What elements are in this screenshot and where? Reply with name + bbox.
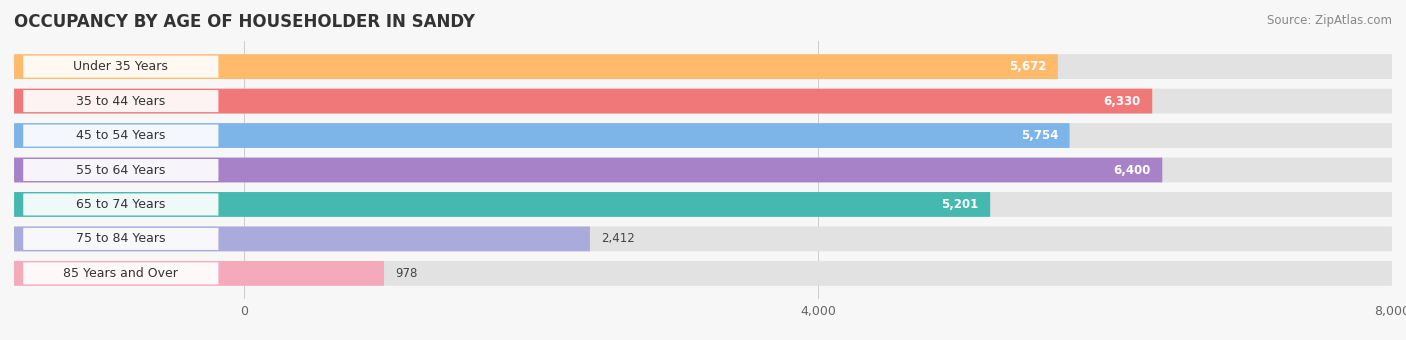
Text: 65 to 74 Years: 65 to 74 Years bbox=[76, 198, 166, 211]
Text: 5,754: 5,754 bbox=[1021, 129, 1059, 142]
Text: 55 to 64 Years: 55 to 64 Years bbox=[76, 164, 166, 176]
FancyBboxPatch shape bbox=[14, 192, 1392, 217]
FancyBboxPatch shape bbox=[14, 261, 1392, 286]
FancyBboxPatch shape bbox=[14, 123, 1392, 148]
Text: 35 to 44 Years: 35 to 44 Years bbox=[76, 95, 166, 107]
Text: 6,400: 6,400 bbox=[1114, 164, 1152, 176]
FancyBboxPatch shape bbox=[14, 89, 1153, 114]
FancyBboxPatch shape bbox=[24, 159, 218, 181]
FancyBboxPatch shape bbox=[24, 124, 218, 147]
FancyBboxPatch shape bbox=[14, 158, 1163, 182]
Text: 5,201: 5,201 bbox=[942, 198, 979, 211]
Text: Under 35 Years: Under 35 Years bbox=[73, 60, 169, 73]
FancyBboxPatch shape bbox=[14, 54, 1392, 79]
FancyBboxPatch shape bbox=[14, 226, 591, 251]
Text: 45 to 54 Years: 45 to 54 Years bbox=[76, 129, 166, 142]
FancyBboxPatch shape bbox=[24, 262, 218, 284]
Text: 5,672: 5,672 bbox=[1010, 60, 1046, 73]
Text: 978: 978 bbox=[395, 267, 418, 280]
FancyBboxPatch shape bbox=[14, 261, 384, 286]
Text: 6,330: 6,330 bbox=[1104, 95, 1140, 107]
FancyBboxPatch shape bbox=[24, 228, 218, 250]
FancyBboxPatch shape bbox=[14, 192, 990, 217]
FancyBboxPatch shape bbox=[14, 89, 1392, 114]
FancyBboxPatch shape bbox=[14, 54, 1057, 79]
FancyBboxPatch shape bbox=[24, 56, 218, 78]
FancyBboxPatch shape bbox=[14, 123, 1070, 148]
FancyBboxPatch shape bbox=[14, 158, 1392, 182]
FancyBboxPatch shape bbox=[24, 193, 218, 216]
Text: Source: ZipAtlas.com: Source: ZipAtlas.com bbox=[1267, 14, 1392, 27]
FancyBboxPatch shape bbox=[24, 90, 218, 112]
Text: 85 Years and Over: 85 Years and Over bbox=[63, 267, 179, 280]
Text: 75 to 84 Years: 75 to 84 Years bbox=[76, 233, 166, 245]
FancyBboxPatch shape bbox=[14, 226, 1392, 251]
Text: OCCUPANCY BY AGE OF HOUSEHOLDER IN SANDY: OCCUPANCY BY AGE OF HOUSEHOLDER IN SANDY bbox=[14, 13, 475, 31]
Text: 2,412: 2,412 bbox=[602, 233, 636, 245]
